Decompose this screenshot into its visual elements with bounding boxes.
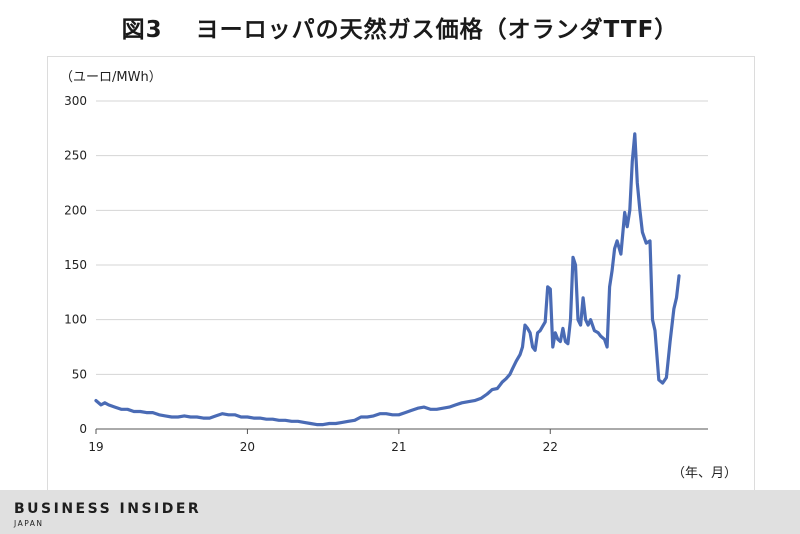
y-tick-label: 50: [72, 367, 87, 381]
x-tick-label: 20: [240, 440, 255, 454]
brand-region-text: JAPAN: [14, 519, 44, 528]
y-tick-label: 300: [64, 94, 87, 108]
x-axis-unit-label: （年、月）: [672, 466, 738, 481]
chart-title: 図3 ヨーロッパの天然ガス価格（オランダTTF）: [121, 17, 679, 43]
series-layer: [94, 132, 681, 427]
axes: [95, 428, 708, 434]
y-axis-unit-label: （ユーロ/MWh）: [60, 70, 162, 85]
footer-bar: [0, 490, 800, 534]
x-tick-labels: 19 20 21 22: [88, 440, 558, 454]
y-tick-label: 150: [64, 258, 87, 272]
y-tick-label: 250: [64, 149, 87, 163]
y-tick-label: 0: [79, 422, 87, 436]
series-line-ttf: [94, 132, 681, 427]
x-tick-label: 19: [88, 440, 103, 454]
plot-panel: [47, 56, 755, 492]
y-tick-label: 200: [64, 203, 87, 217]
x-tick-label: 21: [391, 440, 406, 454]
brand-logo-text: BUSINESS INSIDER: [14, 501, 202, 517]
y-tick-labels: 0 50 100 150 200 250 300: [64, 94, 87, 436]
x-tick-label: 22: [543, 440, 558, 454]
y-tick-label: 100: [64, 313, 87, 327]
gridlines: [96, 100, 708, 375]
